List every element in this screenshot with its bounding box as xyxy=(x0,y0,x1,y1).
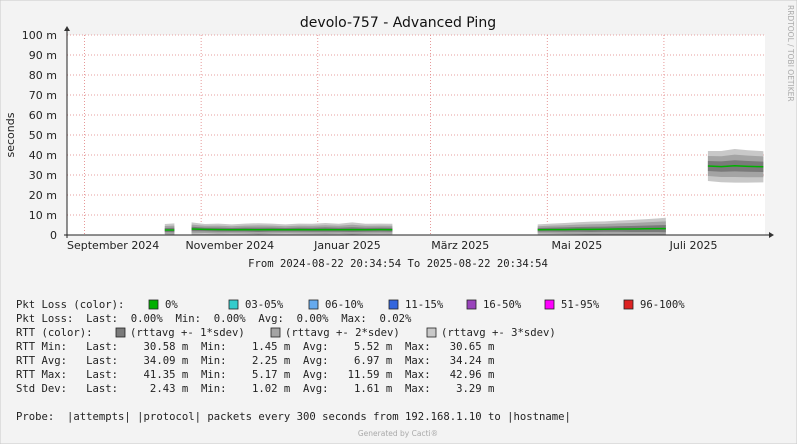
legend-label: (rttavg +- 3*sdev) xyxy=(441,327,556,339)
legend-swatch xyxy=(270,327,281,338)
loss-stats: Pkt Loss: Last: 0.00% Min: 0.00% Avg: 0.… xyxy=(16,313,412,325)
legend-swatch xyxy=(466,299,477,310)
probe: Probe: |attempts| |protocol| packets eve… xyxy=(16,411,571,423)
legend-swatch xyxy=(228,299,239,310)
legend-label: 11-15% xyxy=(405,299,444,311)
y-tick-label: 90 m xyxy=(29,49,57,62)
legend-label: 06-10% xyxy=(325,299,364,311)
y-axis-label: seconds xyxy=(4,112,17,157)
plot xyxy=(164,149,764,235)
rtt-avg-line xyxy=(707,165,764,168)
y-tick-label: 70 m xyxy=(29,89,57,102)
y-tick-label: 60 m xyxy=(29,109,57,122)
legend-swatch xyxy=(308,299,319,310)
rtt-stats: RTT Min: Last: 30.58 m Min: 1.45 m Avg: … xyxy=(16,341,494,353)
legend-swatch xyxy=(544,299,555,310)
y-tick-label: 30 m xyxy=(29,169,57,182)
y-tick-label: 0 xyxy=(50,229,57,242)
legend-swatch xyxy=(115,327,126,338)
x-tick-label: Mai 2025 xyxy=(552,239,603,252)
legend-swatch xyxy=(623,299,634,310)
rtt-avg-line xyxy=(191,228,393,231)
legend-label: (rttavg +- 2*sdev) xyxy=(285,327,400,339)
y-tick-label: 40 m xyxy=(29,149,57,162)
rtt-stats: RTT Max: Last: 41.35 m Min: 5.17 m Avg: … xyxy=(16,369,494,381)
rtt-stats: RTT Avg: Last: 34.09 m Min: 2.25 m Avg: … xyxy=(16,355,494,367)
legend-label: 16-50% xyxy=(483,299,522,311)
legend-label: 51-95% xyxy=(561,299,600,311)
labels: 0 10 m 20 m 30 m 40 m 50 m 60 m 70 m 80 m 90 m 100… xyxy=(22,26,774,252)
y-tick-label: 100 m xyxy=(22,29,57,42)
watermark: RRDTOOL / TOBI OETIKER xyxy=(786,5,795,102)
legend-label: 03-05% xyxy=(245,299,284,311)
axis-arrow xyxy=(64,26,70,31)
x-tick-label: Juli 2025 xyxy=(669,239,718,252)
y-tick-label: 10 m xyxy=(29,209,57,222)
x-tick-label: März 2025 xyxy=(431,239,489,252)
x-tick-label: September 2024 xyxy=(67,239,159,252)
legend-swatch xyxy=(426,327,437,338)
y-tick-label: 20 m xyxy=(29,189,57,202)
rtt-stats: Std Dev: Last: 2.43 m Min: 1.02 m Avg: 1… xyxy=(16,383,494,395)
legend-label: 96-100% xyxy=(640,299,685,311)
legend-label: 0% xyxy=(165,299,178,311)
legend-swatch xyxy=(148,299,159,310)
rtt-avg-line xyxy=(537,227,666,231)
legend-swatch xyxy=(388,299,399,310)
legend-label: (rttavg +- 1*sdev) xyxy=(130,327,245,339)
footer: Generated by Cacti® xyxy=(358,429,438,438)
range-label: From 2024-08-22 20:34:54 To 2025-08-22 2… xyxy=(248,258,548,270)
x-tick-label: Januar 2025 xyxy=(313,239,381,252)
loss-legend-label: Pkt Loss (color): xyxy=(16,299,124,311)
x-tick-label: November 2024 xyxy=(185,239,274,252)
chart-title: devolo-757 - Advanced Ping xyxy=(300,15,496,31)
y-tick-label: 80 m xyxy=(29,69,57,82)
y-tick-label: 50 m xyxy=(29,129,57,142)
axis-arrow xyxy=(769,232,774,238)
rtt-legend-label: RTT (color): xyxy=(16,327,93,339)
